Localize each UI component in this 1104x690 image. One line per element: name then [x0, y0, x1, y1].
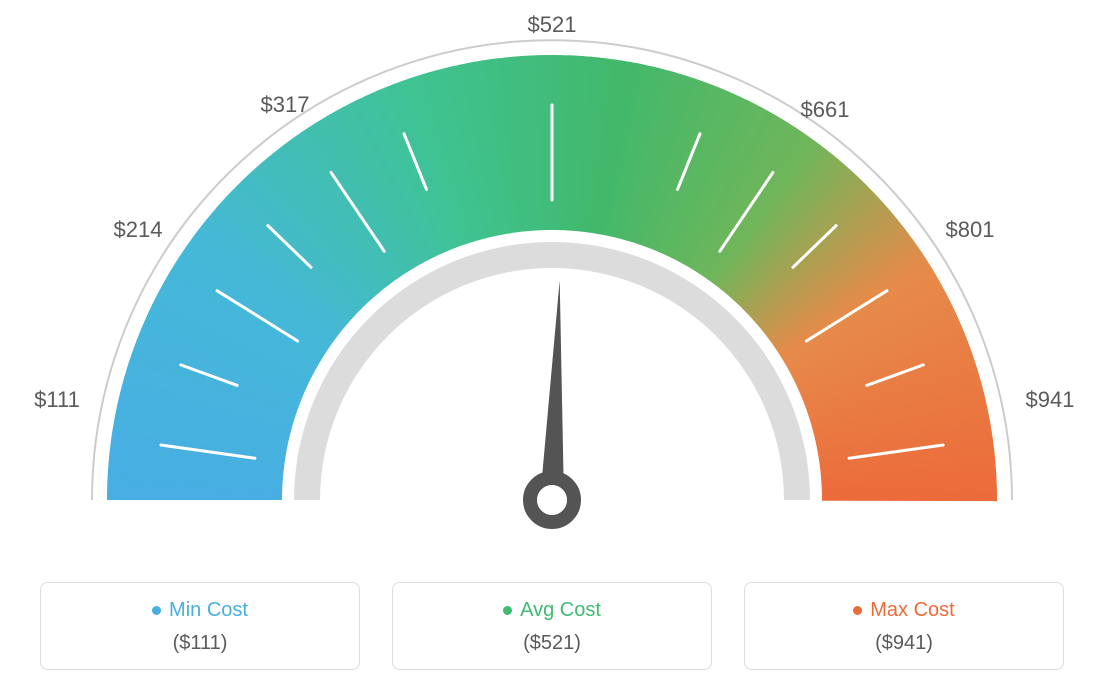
- gauge-svg: [0, 0, 1104, 560]
- cost-gauge-container: $111 $214 $317 $521 $661 $801 $941 Min Cost ($…: [0, 0, 1104, 690]
- legend-title-min: Min Cost: [152, 599, 248, 622]
- legend-value-avg: ($521): [403, 632, 701, 655]
- legend-title-avg: Avg Cost: [503, 599, 601, 622]
- legend-label-min: Min Cost: [169, 599, 248, 622]
- gauge-tick-label: $941: [1026, 387, 1075, 413]
- legend-value-min: ($111): [51, 632, 349, 655]
- gauge-tick-label: $111: [34, 387, 80, 413]
- legend-card-max: Max Cost ($941): [744, 582, 1064, 670]
- legend-card-min: Min Cost ($111): [40, 582, 360, 670]
- legend-label-max: Max Cost: [870, 599, 954, 622]
- legend-title-max: Max Cost: [853, 599, 954, 622]
- legend-row: Min Cost ($111) Avg Cost ($521) Max Cost…: [0, 582, 1104, 670]
- gauge-tick-label: $521: [528, 12, 577, 38]
- gauge-tick-label: $661: [801, 97, 850, 123]
- legend-card-avg: Avg Cost ($521): [392, 582, 712, 670]
- gauge-tick-label: $317: [261, 92, 310, 118]
- legend-dot-avg: [503, 606, 512, 615]
- legend-value-max: ($941): [755, 632, 1053, 655]
- gauge-tick-label: $801: [946, 217, 995, 243]
- legend-dot-min: [152, 606, 161, 615]
- gauge-area: $111 $214 $317 $521 $661 $801 $941: [0, 0, 1104, 560]
- gauge-tick-label: $214: [114, 217, 163, 243]
- legend-dot-max: [853, 606, 862, 615]
- legend-label-avg: Avg Cost: [520, 599, 601, 622]
